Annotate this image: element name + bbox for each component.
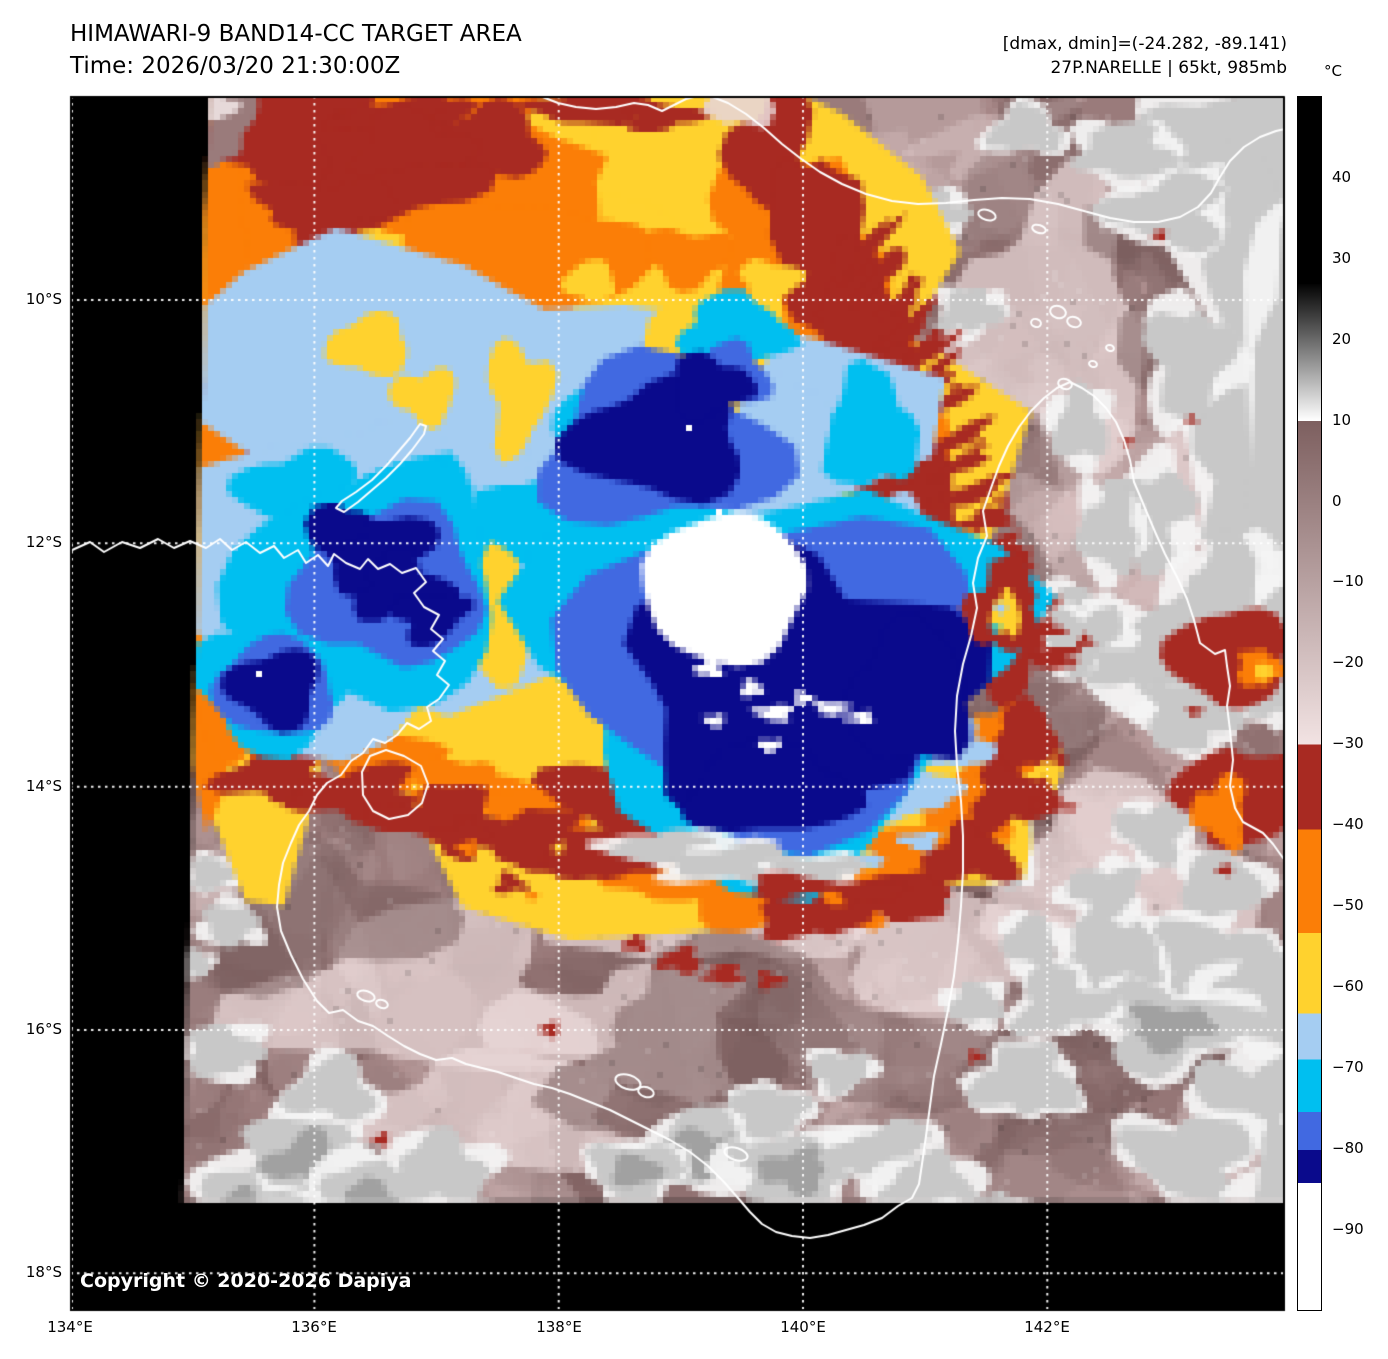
colorbar-tick-label: 0 (1332, 491, 1342, 510)
lat-tick-label: 14°S (25, 777, 62, 795)
copyright-label: Copyright © 2020-2026 Dapiya (80, 1270, 412, 1292)
lat-tick-label: 16°S (25, 1020, 62, 1038)
colorbar-tick-label: 40 (1332, 167, 1352, 186)
storm-annotation: 27P.NARELLE | 65kt, 985mb (1050, 58, 1287, 78)
lat-tick-label: 10°S (25, 290, 62, 308)
colorbar-tick-label: −10 (1332, 572, 1364, 591)
lon-tick-label: 140°E (780, 1318, 826, 1336)
lat-tick-label: 12°S (25, 533, 62, 551)
colorbar-tick-label: −80 (1332, 1139, 1364, 1158)
colorbar-tick-label: −40 (1332, 815, 1364, 834)
colorbar-tick-label: −90 (1332, 1220, 1364, 1239)
colorbar-tick-label: −70 (1332, 1058, 1364, 1077)
lon-tick-label: 136°E (291, 1318, 337, 1336)
annotation-block: [dmax, dmin]=(-24.282, -89.141) 27P.NAREL… (1003, 32, 1287, 80)
colorbar (1297, 96, 1322, 1311)
colorbar-tick-label: −60 (1332, 977, 1364, 996)
figure-title-block: HIMAWARI-9 BAND14-CC TARGET AREA Time: 20… (70, 18, 522, 82)
colorbar-unit-label: °C (1324, 62, 1342, 80)
timestamp: Time: 2026/03/20 21:30:00Z (70, 53, 401, 79)
dmax-dmin-annotation: [dmax, dmin]=(-24.282, -89.141) (1002, 34, 1287, 54)
lon-tick-label: 138°E (536, 1318, 582, 1336)
lat-tick-label: 18°S (25, 1263, 62, 1281)
colorbar-tick-label: −20 (1332, 653, 1364, 672)
page-title: HIMAWARI-9 BAND14-CC TARGET AREA (70, 21, 522, 47)
colorbar-tick-label: −50 (1332, 896, 1364, 915)
colorbar-tick-label: 10 (1332, 410, 1352, 429)
colorbar-tick-label: 20 (1332, 329, 1352, 348)
lon-tick-label: 142°E (1024, 1318, 1070, 1336)
colorbar-tick-label: 30 (1332, 248, 1352, 267)
lon-tick-label: 134°E (47, 1318, 93, 1336)
colorbar-tick-label: −30 (1332, 734, 1364, 753)
